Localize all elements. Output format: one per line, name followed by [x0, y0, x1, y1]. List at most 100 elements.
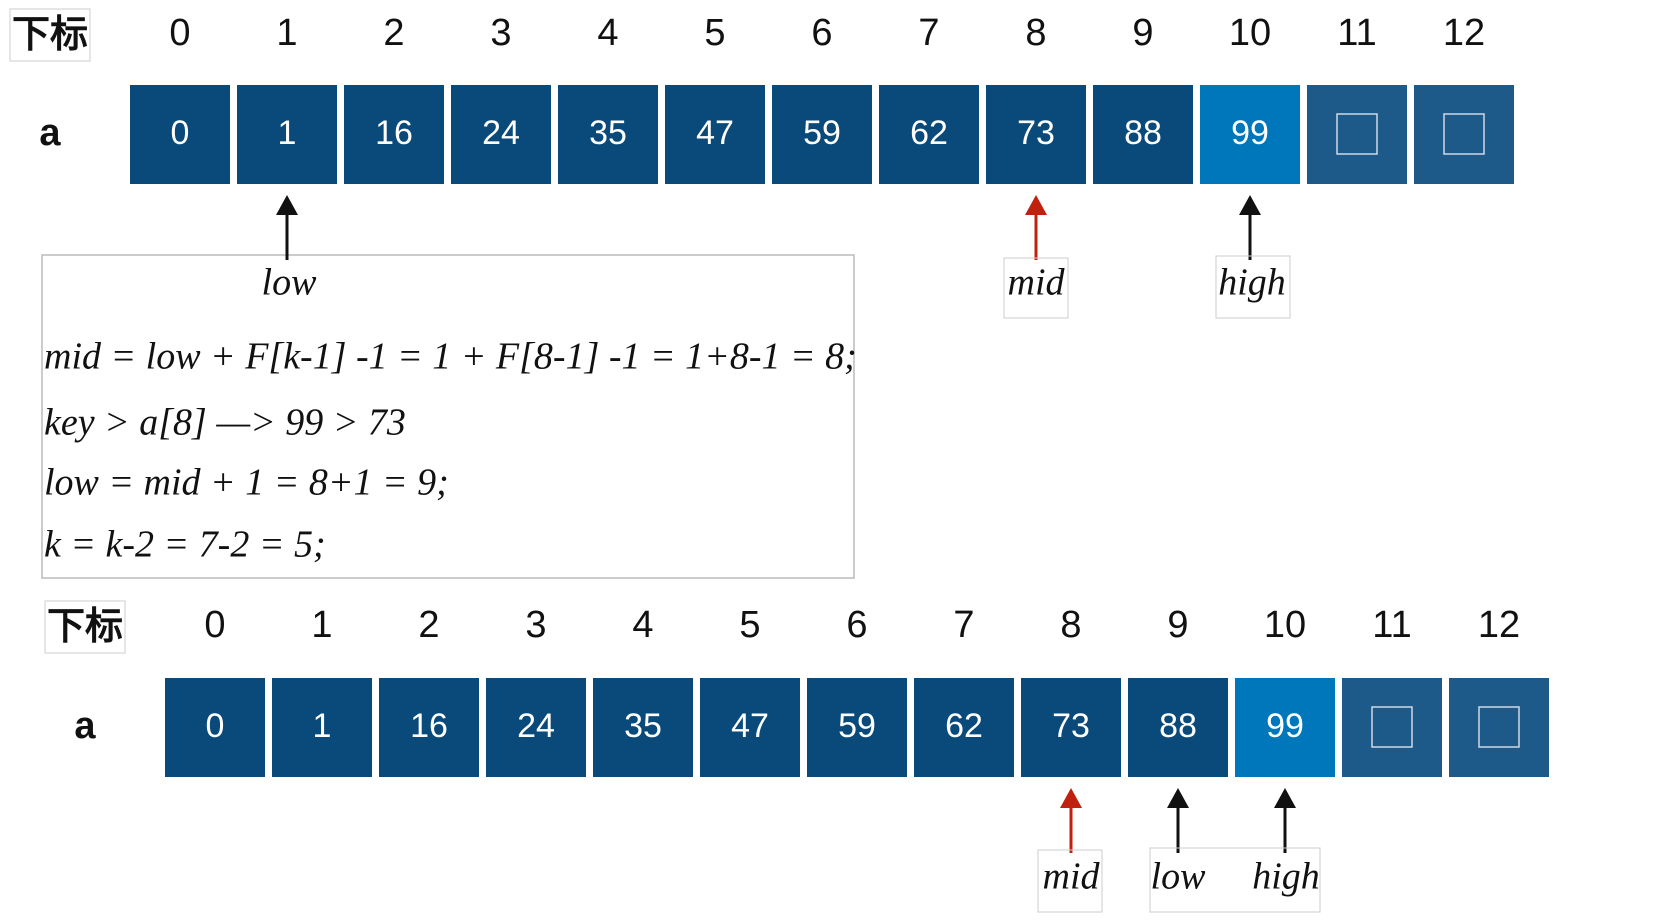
label-box [1149, 847, 1321, 913]
cell-value: 1 [278, 114, 297, 152]
cell-value: 16 [375, 114, 413, 152]
array-cell [700, 678, 800, 777]
index-label: 6 [811, 12, 832, 54]
index-label: 8 [1025, 12, 1046, 54]
cell-value: 47 [731, 707, 769, 745]
index-label: 0 [204, 604, 225, 646]
index-header: 下标 [47, 606, 123, 648]
cell-value: 62 [945, 707, 983, 745]
cell-value: 73 [1052, 707, 1090, 745]
array-cell [807, 678, 907, 777]
cell-value: 62 [910, 114, 948, 152]
array-cell [665, 85, 765, 184]
pointer-head [1025, 195, 1047, 215]
pointer-label: low [1151, 856, 1207, 898]
cell-value: 24 [517, 707, 555, 745]
index-label: 9 [1167, 604, 1188, 646]
pointer-head [1167, 788, 1189, 808]
index-label: 4 [632, 604, 653, 646]
index-label: 2 [418, 604, 439, 646]
pointer-label: mid [1043, 856, 1101, 898]
pointer-head [1060, 788, 1082, 808]
empty-slot [1443, 113, 1485, 155]
index-label: 3 [525, 604, 546, 646]
array-cell [1235, 678, 1335, 777]
index-label: 0 [169, 12, 190, 54]
array-cell [486, 678, 586, 777]
index-label: 11 [1337, 12, 1376, 54]
array-cell [1021, 678, 1121, 777]
pointer-head [1239, 195, 1261, 215]
cell-value: 47 [696, 114, 734, 152]
index-label: 10 [1229, 12, 1271, 54]
array-cell [558, 85, 658, 184]
empty-slot [1371, 706, 1413, 748]
array-name: a [39, 112, 61, 154]
pointer-label: low [262, 262, 318, 304]
array-cell [1200, 85, 1300, 184]
pointer-label: high [1218, 262, 1286, 304]
array-cell [237, 85, 337, 184]
code-line: key > a[8] —> 99 > 73 [44, 402, 406, 444]
array-cell [165, 678, 265, 777]
pointer-label: mid [1008, 262, 1066, 304]
array-cell [1128, 678, 1228, 777]
array-cell [130, 85, 230, 184]
array-name: a [74, 705, 96, 747]
cell-value: 88 [1124, 114, 1162, 152]
index-label: 8 [1060, 604, 1081, 646]
index-label: 10 [1264, 604, 1306, 646]
index-label: 1 [311, 604, 332, 646]
array-cell [379, 678, 479, 777]
array-cell [879, 85, 979, 184]
array-cell [772, 85, 872, 184]
code-line: k = k-2 = 7-2 = 5; [44, 524, 326, 566]
index-label: 2 [383, 12, 404, 54]
label-box [1215, 255, 1291, 319]
empty-slot [1336, 113, 1378, 155]
array-cell [272, 678, 372, 777]
index-label: 5 [739, 604, 760, 646]
array-cell [1414, 85, 1514, 184]
cell-value: 99 [1266, 707, 1304, 745]
cell-value: 59 [838, 707, 876, 745]
index-label: 7 [953, 604, 974, 646]
index-label: 12 [1443, 12, 1485, 54]
array-cell [593, 678, 693, 777]
array-cell [986, 85, 1086, 184]
cell-value: 0 [171, 114, 190, 152]
cell-value: 99 [1231, 114, 1269, 152]
pointer-label: high [1252, 856, 1320, 898]
pointer-head [276, 195, 298, 215]
cell-value: 35 [589, 114, 627, 152]
pointer-head [1274, 788, 1296, 808]
array-cell [914, 678, 1014, 777]
array-cell [1342, 678, 1442, 777]
index-label: 5 [704, 12, 725, 54]
index-label: 6 [846, 604, 867, 646]
array-cell [1449, 678, 1549, 777]
index-label: 11 [1372, 604, 1411, 646]
code-line: mid = low + F[k-1] -1 = 1 + F[8-1] -1 = … [44, 336, 857, 378]
array-cell [1307, 85, 1407, 184]
index-label: 9 [1132, 12, 1153, 54]
index-label: 4 [597, 12, 618, 54]
array-cell [451, 85, 551, 184]
array-cell [344, 85, 444, 184]
label-box [1003, 257, 1069, 319]
cell-value: 59 [803, 114, 841, 152]
index-label: 12 [1478, 604, 1520, 646]
empty-slot [1478, 706, 1520, 748]
index-label: 3 [490, 12, 511, 54]
code-box [41, 254, 855, 579]
cell-value: 1 [313, 707, 332, 745]
cell-value: 0 [206, 707, 225, 745]
cell-value: 35 [624, 707, 662, 745]
array-cell [1093, 85, 1193, 184]
header-box [9, 8, 91, 62]
header-box [44, 600, 126, 654]
code-line: low = mid + 1 = 8+1 = 9; [44, 462, 449, 504]
index-label: 7 [918, 12, 939, 54]
index-header: 下标 [12, 14, 88, 56]
